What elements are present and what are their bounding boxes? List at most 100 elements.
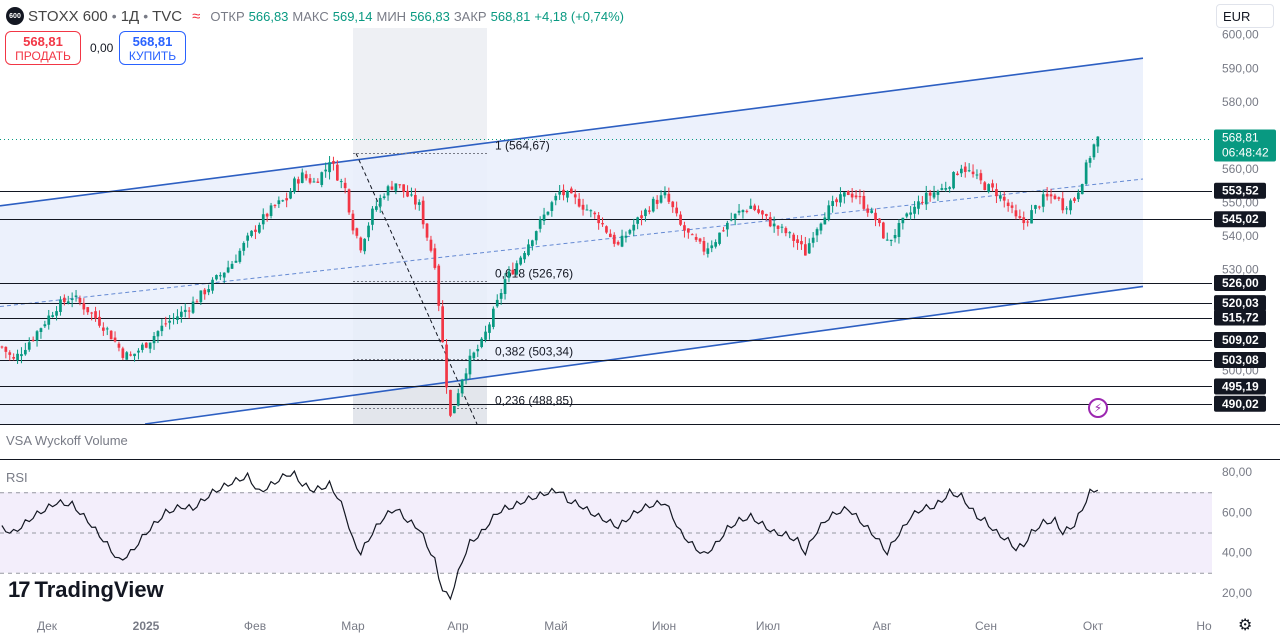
candle-body: [219, 275, 222, 277]
candle-body: [874, 212, 877, 221]
candle-body: [183, 309, 187, 313]
tradingview-logo[interactable]: 17 TradingView: [8, 577, 164, 603]
currency-selector[interactable]: EUR: [1216, 4, 1274, 28]
candle-body: [1038, 206, 1041, 208]
time-tick-label: Сен: [975, 619, 997, 633]
market-status-icon[interactable]: ≈: [192, 7, 201, 25]
candle-body: [456, 393, 460, 406]
candle-body: [589, 210, 593, 212]
candle-body: [885, 239, 889, 241]
volume-indicator-label[interactable]: VSA Wyckoff Volume: [6, 433, 128, 448]
candle-body: [995, 189, 998, 197]
candle-body: [1026, 221, 1029, 223]
candle-body: [663, 192, 667, 196]
channel-upper-line: [0, 57, 1144, 207]
candle-body: [893, 234, 897, 239]
interval-label[interactable]: 1Д: [120, 7, 140, 25]
rsi-tick-label: 20,00: [1222, 586, 1252, 600]
candle-body: [8, 352, 12, 355]
price-level-tag: 526,00: [1214, 275, 1266, 292]
buy-button[interactable]: 568,81 КУПИТЬ: [119, 31, 186, 65]
candle-body: [144, 342, 148, 348]
candle-body: [948, 187, 951, 189]
candle-body: [772, 223, 776, 227]
candle-body: [897, 223, 901, 237]
candle-body: [975, 174, 979, 176]
price-level-tag: 495,19: [1214, 378, 1266, 395]
price-level-tag-bg: [1214, 351, 1266, 368]
candle-body: [651, 198, 655, 212]
candle-body: [854, 195, 858, 198]
ohlc-low-value: 566,83: [410, 8, 450, 24]
candle-body: [823, 217, 827, 225]
price-tick-label: 530,00: [1222, 263, 1259, 277]
candle-body: [991, 183, 994, 188]
candle-body: [382, 196, 386, 199]
candle-body: [215, 275, 218, 280]
alert-bolt-icon[interactable]: ⚡: [1088, 398, 1108, 418]
candle-body: [0, 346, 4, 348]
candle-body: [43, 324, 47, 327]
channel-mid-line: [0, 178, 1144, 308]
candle-body: [710, 245, 714, 249]
candle-body: [51, 315, 54, 317]
candle-body: [371, 208, 374, 225]
candle-body: [562, 189, 565, 196]
candle-body: [242, 242, 246, 251]
candle-body: [1061, 198, 1065, 211]
brand-name: TradingView: [34, 577, 164, 602]
candle-body: [1077, 192, 1080, 200]
candle-body: [394, 183, 398, 191]
candle-body: [632, 224, 636, 231]
price-level-tag-bg: [1214, 332, 1266, 349]
time-tick-label: Окт: [1083, 619, 1104, 633]
fib-level-label: 0,618 (526,76): [495, 267, 573, 281]
candle-body: [24, 349, 27, 355]
sell-button[interactable]: 568,81 ПРОДАТЬ: [5, 31, 81, 65]
candle-body: [882, 222, 885, 239]
candle-body: [726, 222, 729, 230]
candle-body: [831, 201, 834, 207]
candle-body: [640, 215, 643, 219]
candle-body: [488, 324, 491, 333]
rsi-indicator-label[interactable]: RSI: [6, 470, 28, 485]
candle-body: [425, 223, 429, 238]
ohlc-high-key: МАКС: [292, 8, 329, 24]
candle-body: [31, 339, 35, 341]
candle-body: [141, 344, 144, 350]
gear-icon[interactable]: ⚙: [1238, 617, 1253, 634]
candle-body: [336, 164, 339, 181]
candle-body: [1030, 210, 1033, 224]
candle-body: [277, 200, 281, 205]
candle-body: [109, 330, 113, 340]
candle-body: [113, 337, 117, 342]
candle-body: [593, 212, 597, 215]
price-level-tag: 520,03: [1214, 295, 1266, 312]
candle-body: [807, 243, 811, 254]
symbol-header[interactable]: 600 STOXX 600 • 1Д • TVC ≈ ОТКР 566,83 МА…: [6, 5, 624, 27]
candle-body: [222, 272, 226, 278]
symbol-name[interactable]: STOXX 600: [28, 7, 108, 25]
candle-body: [343, 182, 347, 189]
candle-body: [928, 192, 932, 196]
candle-body: [148, 342, 152, 349]
candle-body: [199, 290, 203, 303]
candle-body: [749, 205, 753, 209]
candle-body: [609, 233, 612, 238]
candle-body: [780, 226, 784, 228]
sell-price: 568,81: [23, 34, 63, 49]
price-level-tag-text: 509,02: [1222, 333, 1259, 347]
candle-body: [718, 232, 721, 244]
candle-body: [542, 214, 546, 221]
candle-body: [414, 195, 417, 205]
time-tick-label: Дек: [37, 619, 58, 633]
candle-body: [827, 205, 831, 220]
candle-body: [702, 241, 706, 252]
candle-body: [546, 211, 550, 215]
candle-body: [737, 210, 741, 213]
candle-body: [1073, 198, 1076, 201]
price-level-tag-text: 490,02: [1222, 397, 1259, 411]
candle-body: [753, 205, 756, 211]
candle-body: [417, 202, 421, 205]
